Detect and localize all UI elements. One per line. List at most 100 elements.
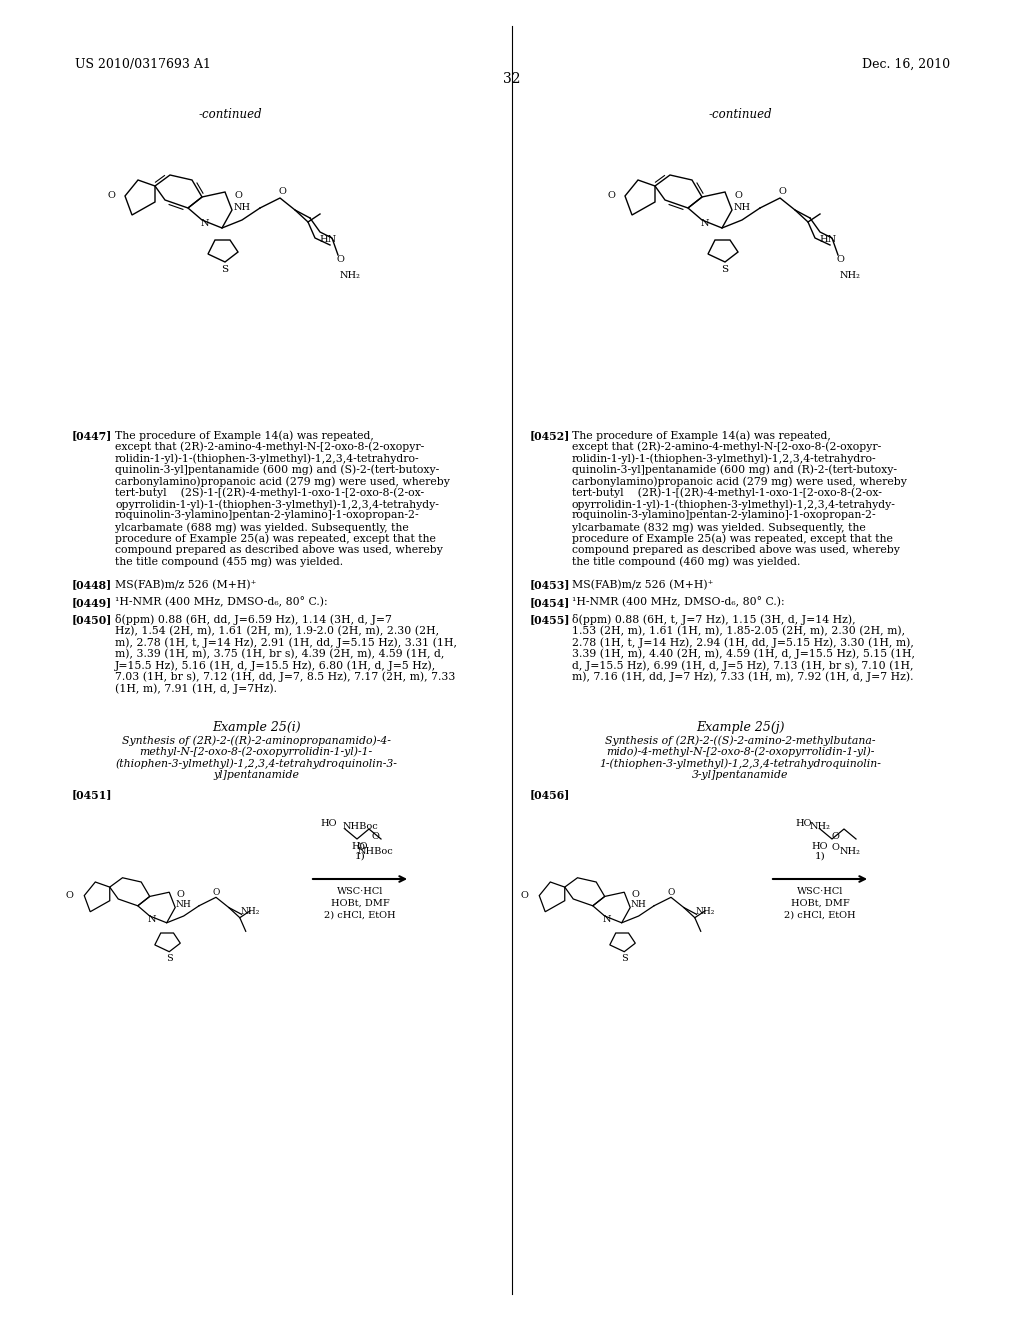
Text: O: O <box>336 256 344 264</box>
Text: NH₂: NH₂ <box>695 907 715 916</box>
Text: O: O <box>632 890 639 899</box>
Text: O: O <box>836 256 844 264</box>
Text: [0449]: [0449] <box>72 597 113 607</box>
Text: compound prepared as described above was used, whereby: compound prepared as described above was… <box>572 545 900 554</box>
Text: O: O <box>356 842 364 851</box>
Text: 2.78 (1H, t, J=14 Hz), 2.94 (1H, dd, J=5.15 Hz), 3.30 (1H, m),: 2.78 (1H, t, J=14 Hz), 2.94 (1H, dd, J=5… <box>572 638 913 648</box>
Text: ¹H-NMR (400 MHz, DMSO-d₆, 80° C.):: ¹H-NMR (400 MHz, DMSO-d₆, 80° C.): <box>115 597 328 607</box>
Text: [0455]: [0455] <box>530 614 570 624</box>
Text: mido)-4-methyl-N-[2-oxo-8-(2-oxopyrrolidin-1-yl)-: mido)-4-methyl-N-[2-oxo-8-(2-oxopyrrolid… <box>606 747 874 758</box>
Text: rolidin-1-yl)-1-(thiophen-3-ylmethyl)-1,2,3,4-tetrahydro-: rolidin-1-yl)-1-(thiophen-3-ylmethyl)-1,… <box>572 453 877 463</box>
Text: O: O <box>668 887 675 896</box>
Text: HO: HO <box>796 820 812 829</box>
Text: Example 25(i): Example 25(i) <box>212 721 300 734</box>
Text: -continued: -continued <box>709 108 772 121</box>
Text: except that (2R)-2-amino-4-methyl-N-[2-oxo-8-(2-oxopyr-: except that (2R)-2-amino-4-methyl-N-[2-o… <box>572 441 882 451</box>
Text: O: O <box>607 191 615 201</box>
Text: O: O <box>176 890 184 899</box>
Text: The procedure of Example 14(a) was repeated,: The procedure of Example 14(a) was repea… <box>572 430 830 441</box>
Text: 1): 1) <box>815 851 825 861</box>
Text: δ(ppm) 0.88 (6H, t, J=7 Hz), 1.15 (3H, d, J=14 Hz),: δ(ppm) 0.88 (6H, t, J=7 Hz), 1.15 (3H, d… <box>572 614 856 624</box>
Text: m), 7.16 (1H, dd, J=7 Hz), 7.33 (1H, m), 7.92 (1H, d, J=7 Hz).: m), 7.16 (1H, dd, J=7 Hz), 7.33 (1H, m),… <box>572 672 913 682</box>
Text: NH: NH <box>176 900 191 909</box>
Text: HO: HO <box>352 842 369 851</box>
Text: NH: NH <box>631 900 646 909</box>
Text: (1H, m), 7.91 (1H, d, J=7Hz).: (1H, m), 7.91 (1H, d, J=7Hz). <box>115 682 278 693</box>
Text: N: N <box>603 915 611 924</box>
Text: Synthesis of (2R)-2-((S)-2-amino-2-methylbutana-: Synthesis of (2R)-2-((S)-2-amino-2-methy… <box>605 735 876 746</box>
Text: ylcarbamate (688 mg) was yielded. Subsequently, the: ylcarbamate (688 mg) was yielded. Subseq… <box>115 521 409 532</box>
Text: S: S <box>621 954 628 964</box>
Text: O: O <box>778 187 786 197</box>
Text: J=15.5 Hz), 5.16 (1H, d, J=15.5 Hz), 6.80 (1H, d, J=5 Hz),: J=15.5 Hz), 5.16 (1H, d, J=15.5 Hz), 6.8… <box>115 660 436 671</box>
Text: d, J=15.5 Hz), 6.99 (1H, d, J=5 Hz), 7.13 (1H, br s), 7.10 (1H,: d, J=15.5 Hz), 6.99 (1H, d, J=5 Hz), 7.1… <box>572 660 913 671</box>
Text: NH₂: NH₂ <box>840 846 860 855</box>
Text: NHBoc: NHBoc <box>342 822 378 832</box>
Text: NH₂: NH₂ <box>840 271 860 280</box>
Text: S: S <box>221 265 228 275</box>
Text: O: O <box>831 842 839 851</box>
Text: S: S <box>166 954 173 964</box>
Text: ylcarbamate (832 mg) was yielded. Subsequently, the: ylcarbamate (832 mg) was yielded. Subseq… <box>572 521 865 532</box>
Text: 1): 1) <box>354 851 366 861</box>
Text: [0451]: [0451] <box>72 789 113 800</box>
Text: methyl-N-[2-oxo-8-(2-oxopyrrolidin-1-yl)-1-: methyl-N-[2-oxo-8-(2-oxopyrrolidin-1-yl)… <box>139 747 373 758</box>
Text: Synthesis of (2R)-2-((R)-2-aminopropanamido)-4-: Synthesis of (2R)-2-((R)-2-aminopropanam… <box>122 735 390 746</box>
Text: [0454]: [0454] <box>530 597 570 607</box>
Text: 1-(thiophen-3-ylmethyl)-1,2,3,4-tetrahydroquinolin-: 1-(thiophen-3-ylmethyl)-1,2,3,4-tetrahyd… <box>599 758 881 768</box>
Text: roquinolin-3-ylamino]pentan-2-ylamino]-1-oxopropan-2-: roquinolin-3-ylamino]pentan-2-ylamino]-1… <box>572 511 877 520</box>
Text: tert-butyl    (2S)-1-[(2R)-4-methyl-1-oxo-1-[2-oxo-8-(2-ox-: tert-butyl (2S)-1-[(2R)-4-methyl-1-oxo-1… <box>115 487 424 498</box>
Text: -continued: -continued <box>199 108 262 121</box>
Text: compound prepared as described above was used, whereby: compound prepared as described above was… <box>115 545 442 554</box>
Text: MS(FAB)m/z 526 (M+H)⁺: MS(FAB)m/z 526 (M+H)⁺ <box>115 579 256 590</box>
Text: HN: HN <box>819 235 837 244</box>
Text: opyrrolidin-1-yl)-1-(thiophen-3-ylmethyl)-1,2,3,4-tetrahydy-: opyrrolidin-1-yl)-1-(thiophen-3-ylmethyl… <box>115 499 439 510</box>
Text: the title compound (455 mg) was yielded.: the title compound (455 mg) was yielded. <box>115 557 343 568</box>
Text: O: O <box>831 832 839 841</box>
Text: NH₂: NH₂ <box>340 271 360 280</box>
Text: HO: HO <box>321 820 337 829</box>
Text: NH₂: NH₂ <box>241 907 260 916</box>
Text: [0456]: [0456] <box>530 789 570 800</box>
Text: 7.03 (1H, br s), 7.12 (1H, dd, J=7, 8.5 Hz), 7.17 (2H, m), 7.33: 7.03 (1H, br s), 7.12 (1H, dd, J=7, 8.5 … <box>115 672 456 682</box>
Text: NH: NH <box>733 203 751 213</box>
Text: NH₂: NH₂ <box>810 822 830 832</box>
Text: 3.39 (1H, m), 4.40 (2H, m), 4.59 (1H, d, J=15.5 Hz), 5.15 (1H,: 3.39 (1H, m), 4.40 (2H, m), 4.59 (1H, d,… <box>572 648 915 659</box>
Text: N: N <box>201 219 209 228</box>
Text: O: O <box>279 187 286 197</box>
Text: Dec. 16, 2010: Dec. 16, 2010 <box>862 58 950 71</box>
Text: except that (2R)-2-amino-4-methyl-N-[2-oxo-8-(2-oxopyr-: except that (2R)-2-amino-4-methyl-N-[2-o… <box>115 441 424 451</box>
Text: yl]pentanamide: yl]pentanamide <box>213 770 299 780</box>
Text: procedure of Example 25(a) was repeated, except that the: procedure of Example 25(a) was repeated,… <box>115 533 436 544</box>
Text: quinolin-3-yl]pentanamide (600 mg) and (R)-2-(tert-butoxy-: quinolin-3-yl]pentanamide (600 mg) and (… <box>572 465 897 475</box>
Text: 3-yl]pentanamide: 3-yl]pentanamide <box>692 770 788 780</box>
Text: carbonylamino)propanoic acid (279 mg) were used, whereby: carbonylamino)propanoic acid (279 mg) we… <box>572 477 907 487</box>
Text: δ(ppm) 0.88 (6H, dd, J=6.59 Hz), 1.14 (3H, d, J=7: δ(ppm) 0.88 (6H, dd, J=6.59 Hz), 1.14 (3… <box>115 614 392 624</box>
Text: US 2010/0317693 A1: US 2010/0317693 A1 <box>75 58 211 71</box>
Text: [0452]: [0452] <box>530 430 570 441</box>
Text: The procedure of Example 14(a) was repeated,: The procedure of Example 14(a) was repea… <box>115 430 374 441</box>
Text: 32: 32 <box>503 73 521 86</box>
Text: O: O <box>108 191 115 201</box>
Text: 2) cHCl, EtOH: 2) cHCl, EtOH <box>325 911 396 920</box>
Text: N: N <box>700 219 710 228</box>
Text: HN: HN <box>319 235 337 244</box>
Text: S: S <box>722 265 728 275</box>
Text: procedure of Example 25(a) was repeated, except that the: procedure of Example 25(a) was repeated,… <box>572 533 893 544</box>
Text: WSC·HCl: WSC·HCl <box>797 887 843 896</box>
Text: quinolin-3-yl]pentanamide (600 mg) and (S)-2-(tert-butoxy-: quinolin-3-yl]pentanamide (600 mg) and (… <box>115 465 439 475</box>
Text: carbonylamino)propanoic acid (279 mg) were used, whereby: carbonylamino)propanoic acid (279 mg) we… <box>115 477 450 487</box>
Text: O: O <box>371 832 379 841</box>
Text: MS(FAB)m/z 526 (M+H)⁺: MS(FAB)m/z 526 (M+H)⁺ <box>572 579 714 590</box>
Text: ¹H-NMR (400 MHz, DMSO-d₆, 80° C.):: ¹H-NMR (400 MHz, DMSO-d₆, 80° C.): <box>572 597 784 607</box>
Text: tert-butyl    (2R)-1-[(2R)-4-methyl-1-oxo-1-[2-oxo-8-(2-ox-: tert-butyl (2R)-1-[(2R)-4-methyl-1-oxo-1… <box>572 487 882 498</box>
Text: O: O <box>66 891 73 900</box>
Text: opyrrolidin-1-yl)-1-(thiophen-3-ylmethyl)-1,2,3,4-tetrahydy-: opyrrolidin-1-yl)-1-(thiophen-3-ylmethyl… <box>572 499 896 510</box>
Text: O: O <box>734 190 742 199</box>
Text: N: N <box>148 915 157 924</box>
Text: [0450]: [0450] <box>72 614 113 624</box>
Text: [0448]: [0448] <box>72 579 113 590</box>
Text: 2) cHCl, EtOH: 2) cHCl, EtOH <box>784 911 856 920</box>
Text: rolidin-1-yl)-1-(thiophen-3-ylmethyl)-1,2,3,4-tetrahydro-: rolidin-1-yl)-1-(thiophen-3-ylmethyl)-1,… <box>115 453 420 463</box>
Text: O: O <box>234 190 242 199</box>
